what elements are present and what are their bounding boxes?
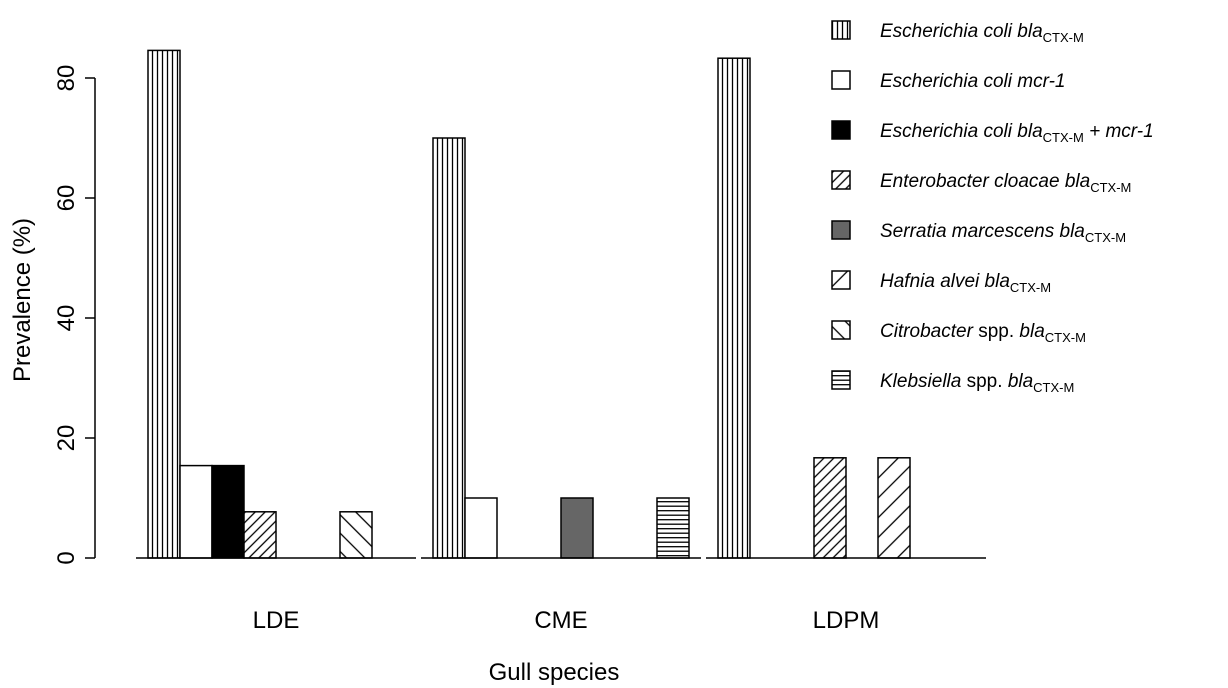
y-tick-label: 0 <box>53 551 80 564</box>
x-tick-label: LDPM <box>813 607 880 634</box>
legend-label: Hafnia alvei blaCTX-M <box>880 271 1051 295</box>
x-tick-label: LDE <box>253 607 300 634</box>
x-tick-label: CME <box>534 607 587 634</box>
legend-label: Citrobacter spp. blaCTX-M <box>880 321 1086 345</box>
legend-label: Escherichia coli blaCTX-M <box>880 21 1084 45</box>
bars <box>147 49 911 559</box>
legend-label: Escherichia coli mcr-1 <box>880 71 1065 92</box>
legend-item: Serratia marcescens blaCTX-M <box>831 220 1126 245</box>
x-axis-label: Gull species <box>489 659 620 686</box>
legend-swatch <box>831 270 851 290</box>
legend-swatch <box>831 170 851 190</box>
bar-lde-citrobacter-spp-blactx-m <box>339 511 373 559</box>
bar-cme-escherichia-coli-blactx-m <box>432 137 466 559</box>
x-axis: LDE CME LDPM <box>136 557 986 634</box>
bar-cme-klebsiella-spp-blactx-m <box>656 497 690 559</box>
legend-item: Klebsiella spp. blaCTX-M <box>831 370 1074 395</box>
legend-swatch <box>831 70 851 90</box>
bar-lde-escherichia-coli-blactx-m-mcr-1 <box>211 464 245 559</box>
legend: Escherichia coli blaCTX-M Escherichia col… <box>831 20 1154 395</box>
legend-label: Enterobacter cloacae blaCTX-M <box>880 171 1131 195</box>
legend-item: Escherichia coli blaCTX-M + mcr-1 <box>831 120 1154 145</box>
legend-swatch <box>831 20 851 40</box>
bar-lde-enterobacter-cloacae-blactx-m <box>243 511 277 559</box>
y-axis: 0 20 40 60 80 <box>53 65 96 565</box>
bar-ldpm-enterobacter-cloacae-blactx-m <box>813 457 847 559</box>
bar-ldpm-hafnia-alvei-blactx-m <box>877 457 911 559</box>
legend-swatch <box>831 220 851 240</box>
legend-item: Escherichia coli blaCTX-M <box>831 20 1084 45</box>
y-axis-label: Prevalence (%) <box>9 218 36 382</box>
y-tick-label: 80 <box>53 65 80 92</box>
bar-cme-escherichia-coli-mcr-1 <box>464 497 498 559</box>
bar-lde-escherichia-coli-blactx-m <box>147 49 181 559</box>
legend-label: Serratia marcescens blaCTX-M <box>880 221 1126 245</box>
bar-lde-escherichia-coli-mcr-1 <box>179 464 213 559</box>
legend-swatch <box>831 370 851 390</box>
legend-swatch <box>831 320 851 340</box>
y-tick-label: 60 <box>53 185 80 212</box>
y-tick-label: 20 <box>53 425 80 452</box>
legend-item: Citrobacter spp. blaCTX-M <box>831 320 1086 345</box>
legend-swatch <box>831 120 851 140</box>
legend-label: Escherichia coli blaCTX-M + mcr-1 <box>880 121 1154 145</box>
legend-item: Escherichia coli mcr-1 <box>831 70 1065 92</box>
legend-label: Klebsiella spp. blaCTX-M <box>880 371 1074 395</box>
bar-ldpm-escherichia-coli-blactx-m <box>717 57 751 559</box>
legend-item: Hafnia alvei blaCTX-M <box>831 270 1051 295</box>
bar-cme-serratia-marcescens-blactx-m <box>560 497 594 559</box>
y-tick-label: 40 <box>53 305 80 332</box>
legend-item: Enterobacter cloacae blaCTX-M <box>831 170 1131 195</box>
